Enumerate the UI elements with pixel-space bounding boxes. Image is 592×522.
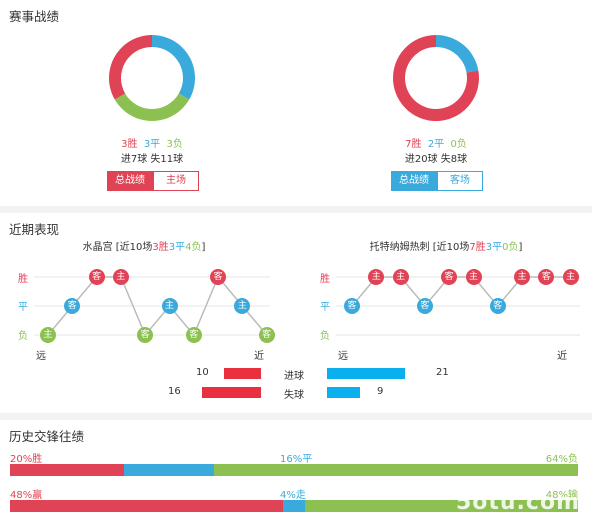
recent-form-lines bbox=[34, 275, 580, 337]
h2h-bar1-segment-draw bbox=[123, 464, 215, 476]
right-recent-win: 7胜 bbox=[469, 242, 486, 253]
right-row-label-win: 胜 bbox=[320, 274, 330, 285]
left-draw-count: 3平 bbox=[143, 139, 161, 150]
left-goals-text: 进7球 失11球 bbox=[120, 154, 184, 165]
section-title-h2h: 历史交锋往绩 bbox=[9, 429, 85, 444]
left-match-7: 客 bbox=[185, 327, 202, 343]
left-far-label: 远 bbox=[36, 351, 46, 362]
right-summary-prefix: [近10场 bbox=[429, 242, 470, 253]
home-conceded-bar bbox=[201, 387, 261, 398]
away-scored-value: 21 bbox=[436, 367, 449, 378]
home-scored-bar bbox=[224, 368, 261, 379]
left-home-button[interactable]: 主场 bbox=[153, 171, 199, 191]
left-team-summary: 水晶宫 [近10场3胜3平4负] bbox=[24, 238, 264, 253]
left-match-10: 客 bbox=[258, 327, 275, 343]
left-match-3: 客 bbox=[88, 269, 105, 285]
section-title-record: 赛事战绩 bbox=[9, 9, 60, 24]
left-match-5: 客 bbox=[137, 327, 154, 343]
right-match-10: 主 bbox=[562, 269, 579, 285]
left-donut-slice-draw bbox=[152, 35, 195, 100]
right-match-2: 主 bbox=[368, 269, 385, 285]
left-match-2: 客 bbox=[64, 298, 81, 314]
right-filter-buttons: 总战绩 客场 bbox=[391, 171, 483, 191]
right-match-8: 主 bbox=[514, 269, 531, 285]
home-conceded-value: 16 bbox=[168, 386, 181, 397]
left-loss-count: 3负 bbox=[166, 139, 183, 150]
right-match-6: 主 bbox=[465, 269, 482, 285]
left-match-1: 主 bbox=[40, 327, 56, 343]
right-goals-text: 进20球 失8球 bbox=[404, 154, 468, 165]
right-near-label: 近 bbox=[557, 351, 567, 362]
left-row-label-win: 胜 bbox=[18, 274, 28, 285]
h2h-bar2-segment-loss bbox=[305, 500, 578, 512]
right-team-name: 托特纳姆热刺 bbox=[369, 242, 430, 253]
watermark-logo: 5otu.com bbox=[455, 490, 580, 515]
left-recent-win: 3胜 bbox=[152, 242, 169, 253]
left-summary-prefix: [近10场 bbox=[112, 242, 153, 253]
left-recent-loss: 4负 bbox=[185, 242, 202, 253]
home-scored-value: 10 bbox=[196, 367, 209, 378]
recent-form-panel: 近期表现 水晶宫 [近10场3胜3平4负] 托特纳姆热刺 [近10场7胜3平0负… bbox=[0, 213, 592, 413]
right-recent-draw: 3平 bbox=[485, 242, 503, 253]
left-recent-draw: 3平 bbox=[168, 242, 186, 253]
section-title-recent: 近期表现 bbox=[9, 222, 60, 237]
right-match-7: 客 bbox=[489, 298, 506, 314]
h2h-bar1-segment-loss bbox=[214, 464, 578, 476]
right-match-5: 客 bbox=[441, 269, 458, 285]
away-conceded-value: 9 bbox=[377, 386, 384, 397]
right-recent-loss: 0负 bbox=[502, 242, 519, 253]
left-form-line bbox=[47, 275, 268, 337]
right-match-3: 主 bbox=[392, 269, 409, 285]
record-panel: 赛事战绩 3胜 3平 3负 进7球 失11球 总战绩 主场 7胜 2平 0负 进… bbox=[0, 0, 592, 206]
right-loss-count: 0负 bbox=[450, 139, 467, 150]
scored-label: 进球 bbox=[284, 371, 304, 382]
right-summary-suffix: ] bbox=[518, 242, 523, 253]
left-donut-slice-win bbox=[109, 35, 152, 100]
left-filter-buttons: 总战绩 主场 bbox=[107, 171, 199, 191]
left-match-8: 客 bbox=[210, 269, 227, 285]
h2h-win-label: 20%胜 bbox=[10, 454, 43, 465]
left-record-stats: 3胜 3平 3负 进7球 失11球 bbox=[62, 137, 242, 167]
right-row-label-loss: 负 bbox=[320, 331, 330, 342]
conceded-label: 失球 bbox=[284, 390, 304, 401]
right-away-button[interactable]: 客场 bbox=[437, 171, 483, 191]
left-row-label-draw: 平 bbox=[18, 302, 28, 313]
right-draw-count: 2平 bbox=[427, 139, 445, 150]
right-win-count: 7胜 bbox=[405, 139, 422, 150]
left-match-9: 主 bbox=[234, 298, 251, 314]
left-donut-slice-loss bbox=[114, 93, 190, 121]
away-conceded-bar bbox=[327, 387, 361, 398]
left-row-label-loss: 负 bbox=[18, 331, 28, 342]
h2h-bar2-segment-win bbox=[10, 500, 283, 512]
left-summary-suffix: ] bbox=[201, 242, 206, 253]
right-match-1: 客 bbox=[344, 298, 360, 314]
left-total-record-button[interactable]: 总战绩 bbox=[107, 171, 153, 191]
right-team-summary: 托特纳姆热刺 [近10场7胜3平0负] bbox=[326, 238, 566, 253]
right-match-9: 客 bbox=[538, 269, 555, 285]
right-row-label-draw: 平 bbox=[320, 302, 330, 313]
right-record-stats: 7胜 2平 0负 进20球 失8球 bbox=[346, 137, 526, 167]
h2h-bar1-segment-win bbox=[10, 464, 124, 476]
right-donut-slice-draw bbox=[436, 35, 479, 73]
left-near-label: 近 bbox=[254, 351, 264, 362]
h2h-draw-label: 16%平 bbox=[280, 454, 313, 465]
right-match-4: 客 bbox=[416, 298, 433, 314]
right-far-label: 远 bbox=[338, 351, 348, 362]
right-total-record-button[interactable]: 总战绩 bbox=[391, 171, 437, 191]
left-win-count: 3胜 bbox=[121, 139, 138, 150]
h2h-handicap-push-label: 4%走 bbox=[280, 490, 306, 501]
left-team-name: 水晶宫 bbox=[82, 242, 113, 253]
h2h-handicap-win-label: 48%赢 bbox=[10, 490, 43, 501]
right-form-line bbox=[351, 276, 571, 308]
h2h-handicap-loss-label: 48%输 bbox=[545, 490, 578, 501]
left-match-4: 主 bbox=[112, 269, 129, 285]
h2h-bar2-segment-draw bbox=[282, 500, 306, 512]
h2h-loss-label: 64%负 bbox=[545, 454, 578, 465]
left-record-donut bbox=[109, 35, 480, 121]
left-match-6: 主 bbox=[161, 298, 178, 314]
away-scored-bar bbox=[327, 368, 405, 379]
head-to-head-panel: 历史交锋往绩 20%胜 16%平 64%负 48%赢 4%走 48%输 5otu… bbox=[0, 420, 592, 522]
